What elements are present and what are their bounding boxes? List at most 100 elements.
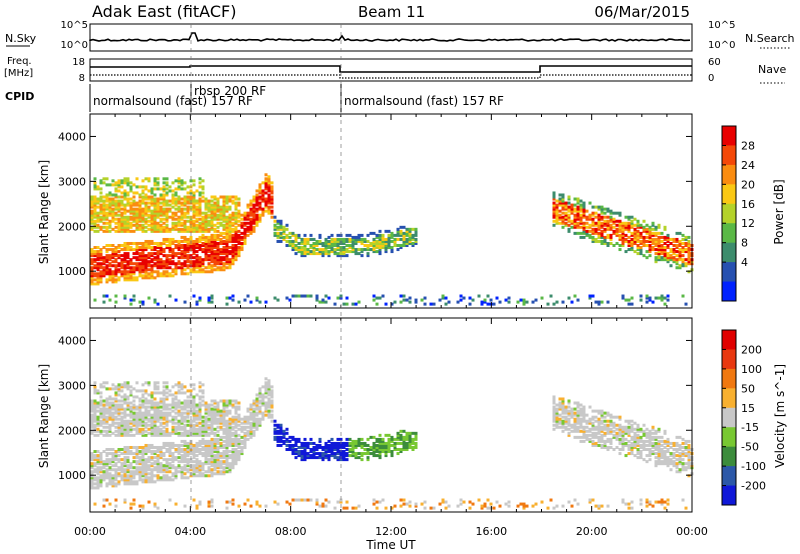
velocity-cell [162, 389, 166, 393]
power-cell [582, 215, 586, 219]
velocity-cell [111, 484, 115, 488]
power-cell [654, 225, 658, 229]
power-cell [687, 246, 691, 250]
power-cell [174, 272, 178, 276]
power-cell [684, 262, 688, 266]
velocity-cell [411, 437, 415, 441]
power-cell [366, 248, 370, 252]
power-cell [135, 207, 139, 211]
velocity-cell [207, 433, 211, 437]
velocity-cell [459, 502, 463, 506]
velocity-cell [168, 403, 172, 407]
power-cell [318, 300, 322, 304]
power-cell [96, 276, 100, 280]
velocity-cell [195, 405, 199, 409]
velocity-cell [189, 421, 193, 425]
velocity-cell [198, 417, 202, 421]
power-cell [231, 227, 235, 231]
velocity-cell [243, 421, 247, 425]
velocity-cell [216, 450, 220, 454]
velocity-cell [228, 456, 232, 460]
velocity-cell [162, 425, 166, 429]
power-cell [156, 252, 160, 256]
velocity-cell [90, 417, 94, 421]
power-cell [630, 246, 634, 250]
velocity-cell [378, 437, 382, 441]
power-cell [369, 248, 373, 252]
power-cell [102, 260, 106, 264]
velocity-cell [183, 464, 187, 468]
power-cell [327, 239, 331, 243]
power-cell [264, 300, 268, 304]
velocity-cell [231, 437, 235, 441]
velocity-cell [234, 409, 238, 413]
power-cell [162, 185, 166, 189]
power-cell [375, 302, 379, 306]
power-cell [273, 231, 277, 235]
power-cell [111, 219, 115, 223]
power-cell [177, 246, 181, 250]
power-cell [678, 231, 682, 235]
velocity-cell [219, 456, 223, 460]
power-cell [168, 258, 172, 262]
power-cell [597, 219, 601, 223]
power-cell [213, 250, 217, 254]
power-cell [363, 239, 367, 243]
colorbar-swatch [722, 184, 736, 205]
velocity-cell [255, 397, 259, 401]
power-cell [117, 229, 121, 233]
power-cell [627, 225, 631, 229]
power-cell [606, 221, 610, 225]
power-cell [345, 244, 349, 248]
velocity-cell [303, 458, 307, 462]
power-cell [165, 217, 169, 221]
power-cell [207, 241, 211, 245]
velocity-cell [165, 413, 169, 417]
velocity-cell [141, 504, 145, 508]
velocity-cell [162, 429, 166, 433]
velocity-cell [198, 431, 202, 435]
power-cell [249, 221, 253, 225]
power-cell [156, 199, 160, 203]
power-cell [225, 237, 229, 241]
velocity-cell [345, 506, 349, 510]
power-cell [597, 235, 601, 239]
power-cell [522, 302, 526, 306]
velocity-cell [126, 480, 130, 484]
velocity-cell [204, 417, 208, 421]
velocity-cell [123, 385, 127, 389]
power-cell [177, 223, 181, 227]
power-cell [180, 213, 184, 217]
power-cell [138, 217, 142, 221]
power-cell [159, 227, 163, 231]
power-cell [372, 241, 376, 245]
velocity-cell [234, 399, 238, 403]
power-cell [189, 244, 193, 248]
velocity-cell [99, 480, 103, 484]
velocity-cell [237, 443, 241, 447]
power-cell [141, 197, 145, 201]
power-cell [144, 197, 148, 201]
velocity-cell [210, 498, 214, 502]
velocity-cell [270, 419, 274, 423]
power-cell [216, 221, 220, 225]
velocity-cell [93, 429, 97, 433]
velocity-cell [126, 413, 130, 417]
power-cell [132, 191, 136, 195]
velocity-cell [213, 454, 217, 458]
velocity-cell [210, 470, 214, 474]
velocity-cell [219, 462, 223, 466]
velocity-cell [336, 445, 340, 449]
power-cell [681, 246, 685, 250]
power-cell [129, 217, 133, 221]
power-cell [204, 223, 208, 227]
velocity-cell [105, 484, 109, 488]
power-cell [129, 274, 133, 278]
velocity-cell [222, 456, 226, 460]
velocity-cell [90, 456, 94, 460]
power-cell [153, 248, 157, 252]
power-cell [381, 235, 385, 239]
velocity-cell [210, 500, 214, 504]
velocity-cell [138, 409, 142, 413]
power-cell [345, 233, 349, 237]
